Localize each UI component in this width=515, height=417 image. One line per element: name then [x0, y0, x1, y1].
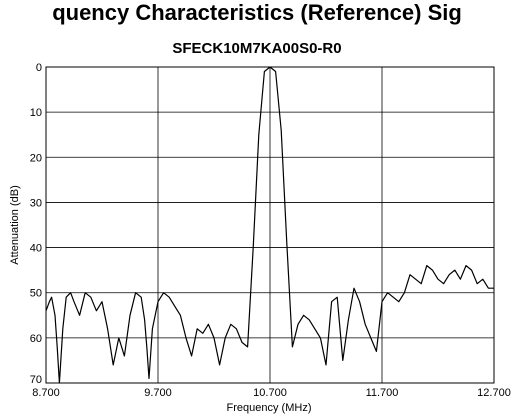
y-tick-label: 70 [30, 374, 42, 386]
y-tick-label: 0 [36, 62, 42, 74]
chart-title: SFECK10M7KA00S0-R0 [172, 40, 341, 57]
y-tick-label: 50 [30, 288, 42, 300]
x-tick-label: 8.700 [32, 387, 60, 399]
x-axis-label: Frequency (MHz) [227, 402, 312, 414]
y-tick-label: 60 [30, 333, 42, 345]
x-tick-label: 12.700 [477, 387, 511, 399]
y-axis-label: Attenuation (dB) [9, 185, 21, 265]
y-tick-label: 20 [30, 152, 42, 164]
x-tick-label: 10.700 [253, 387, 287, 399]
x-axis-ticks: 8.700 9.700 10.700 11.700 12.700 [32, 387, 511, 399]
y-axis-ticks: 0 10 20 30 40 50 60 70 [30, 62, 42, 386]
chart-partial-title: quency Characteristics (Reference) Sig [52, 0, 462, 25]
y-tick-label: 30 [30, 197, 42, 209]
attenuation-curve [45, 66, 494, 384]
y-tick-label: 10 [30, 107, 42, 119]
x-tick-label: 9.700 [144, 387, 172, 399]
x-tick-label: 11.700 [366, 387, 399, 399]
grid-lines [45, 66, 495, 384]
y-tick-label: 40 [30, 243, 42, 255]
